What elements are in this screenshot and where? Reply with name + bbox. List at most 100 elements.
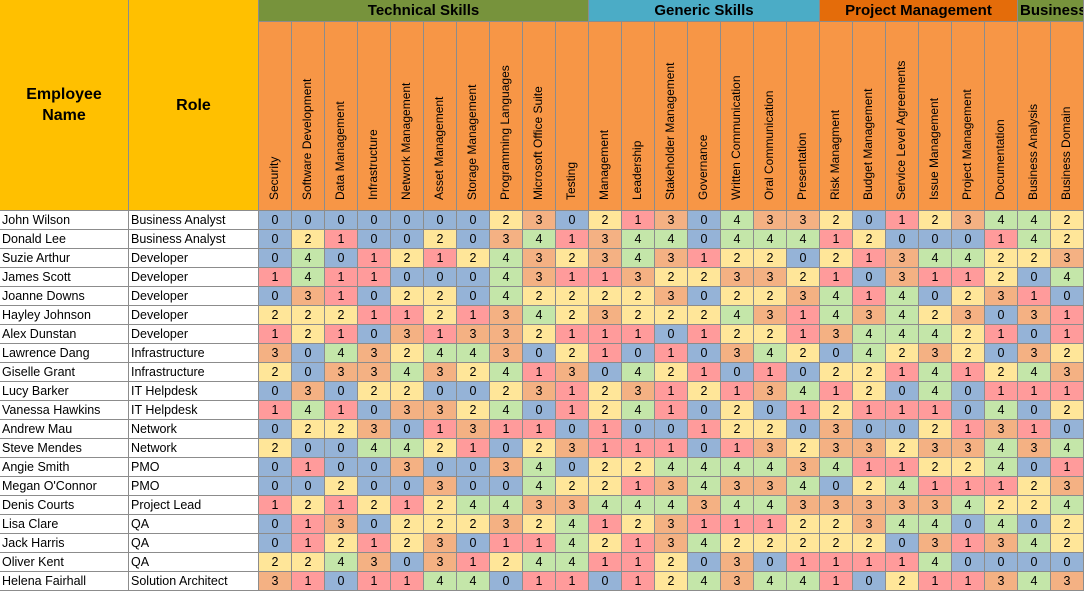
employee-name-cell[interactable]: Oliver Kent xyxy=(0,553,129,572)
skill-score-cell[interactable]: 3 xyxy=(787,211,820,230)
skill-column-header[interactable]: Microsoft Office Suite xyxy=(523,22,556,211)
skill-score-cell[interactable]: 3 xyxy=(853,496,886,515)
skill-score-cell[interactable]: 1 xyxy=(424,420,457,439)
skill-score-cell[interactable]: 2 xyxy=(754,287,787,306)
skill-score-cell[interactable]: 1 xyxy=(325,287,358,306)
skill-score-cell[interactable]: 1 xyxy=(853,249,886,268)
skill-column-header[interactable]: Budget Management xyxy=(853,22,886,211)
skill-score-cell[interactable]: 0 xyxy=(391,553,424,572)
skill-column-header[interactable]: Storage Management xyxy=(457,22,490,211)
skill-score-cell[interactable]: 4 xyxy=(292,401,325,420)
skill-score-cell[interactable]: 3 xyxy=(1018,306,1051,325)
skill-score-cell[interactable]: 2 xyxy=(1051,534,1084,553)
skill-score-cell[interactable]: 4 xyxy=(457,344,490,363)
skill-score-cell[interactable]: 2 xyxy=(490,382,523,401)
skill-score-cell[interactable]: 0 xyxy=(589,572,622,591)
skill-score-cell[interactable]: 4 xyxy=(622,249,655,268)
skill-score-cell[interactable]: 2 xyxy=(259,439,292,458)
skill-score-cell[interactable]: 4 xyxy=(292,249,325,268)
skill-score-cell[interactable]: 4 xyxy=(919,363,952,382)
skill-score-cell[interactable]: 3 xyxy=(325,363,358,382)
skill-score-cell[interactable]: 0 xyxy=(259,287,292,306)
skill-score-cell[interactable]: 2 xyxy=(589,477,622,496)
skill-score-cell[interactable]: 1 xyxy=(853,401,886,420)
skill-score-cell[interactable]: 3 xyxy=(721,477,754,496)
skill-score-cell[interactable]: 0 xyxy=(292,363,325,382)
skill-score-cell[interactable]: 3 xyxy=(952,439,985,458)
role-header[interactable]: Role xyxy=(129,0,259,211)
skill-score-cell[interactable]: 2 xyxy=(523,325,556,344)
skill-score-cell[interactable]: 0 xyxy=(391,230,424,249)
skill-score-cell[interactable]: 2 xyxy=(457,515,490,534)
skill-score-cell[interactable]: 1 xyxy=(688,249,721,268)
skill-score-cell[interactable]: 1 xyxy=(952,420,985,439)
skill-score-cell[interactable]: 0 xyxy=(556,458,589,477)
skill-score-cell[interactable]: 0 xyxy=(985,553,1018,572)
skill-score-cell[interactable]: 3 xyxy=(292,287,325,306)
skill-score-cell[interactable]: 2 xyxy=(721,249,754,268)
skill-score-cell[interactable]: 4 xyxy=(1051,439,1084,458)
skill-score-cell[interactable]: 4 xyxy=(787,572,820,591)
skill-score-cell[interactable]: 0 xyxy=(424,268,457,287)
skill-score-cell[interactable]: 4 xyxy=(523,477,556,496)
skill-score-cell[interactable]: 2 xyxy=(820,249,853,268)
skill-score-cell[interactable]: 4 xyxy=(787,477,820,496)
skill-score-cell[interactable]: 3 xyxy=(754,211,787,230)
skill-score-cell[interactable]: 3 xyxy=(754,306,787,325)
skill-score-cell[interactable]: 0 xyxy=(424,211,457,230)
skill-score-cell[interactable]: 2 xyxy=(1051,211,1084,230)
role-cell[interactable]: PMO xyxy=(129,458,259,477)
skill-score-cell[interactable]: 0 xyxy=(490,477,523,496)
skill-column-header[interactable]: Service Level Agreements xyxy=(886,22,919,211)
skill-score-cell[interactable]: 1 xyxy=(358,268,391,287)
skill-score-cell[interactable]: 4 xyxy=(622,496,655,515)
skill-score-cell[interactable]: 0 xyxy=(688,439,721,458)
skill-score-cell[interactable]: 2 xyxy=(853,382,886,401)
skill-score-cell[interactable]: 0 xyxy=(457,534,490,553)
skill-score-cell[interactable]: 1 xyxy=(259,325,292,344)
skill-score-cell[interactable]: 3 xyxy=(721,344,754,363)
skill-score-cell[interactable]: 2 xyxy=(820,534,853,553)
employee-name-cell[interactable]: Alex Dunstan xyxy=(0,325,129,344)
skill-score-cell[interactable]: 1 xyxy=(886,401,919,420)
skill-score-cell[interactable]: 0 xyxy=(1018,268,1051,287)
skill-score-cell[interactable]: 3 xyxy=(721,268,754,287)
skill-column-header[interactable]: Network Management xyxy=(391,22,424,211)
skill-score-cell[interactable]: 4 xyxy=(457,572,490,591)
skill-score-cell[interactable]: 2 xyxy=(1051,515,1084,534)
skill-score-cell[interactable]: 0 xyxy=(325,382,358,401)
skill-score-cell[interactable]: 1 xyxy=(1051,325,1084,344)
skill-column-header[interactable]: Leadership xyxy=(622,22,655,211)
skill-score-cell[interactable]: 4 xyxy=(721,230,754,249)
skill-column-header[interactable]: Issue Management xyxy=(919,22,952,211)
skill-score-cell[interactable]: 0 xyxy=(985,344,1018,363)
skill-score-cell[interactable]: 0 xyxy=(358,458,391,477)
skill-score-cell[interactable]: 0 xyxy=(358,515,391,534)
skill-score-cell[interactable]: 4 xyxy=(820,306,853,325)
skill-score-cell[interactable]: 4 xyxy=(688,534,721,553)
skill-score-cell[interactable]: 4 xyxy=(853,344,886,363)
employee-name-cell[interactable]: Vanessa Hawkins xyxy=(0,401,129,420)
skill-score-cell[interactable]: 3 xyxy=(886,249,919,268)
skill-score-cell[interactable]: 2 xyxy=(589,401,622,420)
skill-score-cell[interactable]: 0 xyxy=(952,553,985,572)
skill-score-cell[interactable]: 2 xyxy=(655,268,688,287)
skill-score-cell[interactable]: 2 xyxy=(754,420,787,439)
skill-score-cell[interactable]: 0 xyxy=(259,477,292,496)
skill-score-cell[interactable]: 1 xyxy=(754,363,787,382)
skill-score-cell[interactable]: 3 xyxy=(985,534,1018,553)
employee-name-cell[interactable]: Giselle Grant xyxy=(0,363,129,382)
skill-score-cell[interactable]: 2 xyxy=(391,382,424,401)
skill-score-cell[interactable]: 4 xyxy=(457,496,490,515)
skill-score-cell[interactable]: 1 xyxy=(721,439,754,458)
skill-score-cell[interactable]: 3 xyxy=(1051,249,1084,268)
skill-score-cell[interactable]: 2 xyxy=(292,420,325,439)
skill-score-cell[interactable]: 3 xyxy=(490,515,523,534)
skill-score-cell[interactable]: 2 xyxy=(1051,401,1084,420)
skill-score-cell[interactable]: 3 xyxy=(853,515,886,534)
skill-score-cell[interactable]: 3 xyxy=(490,306,523,325)
skill-score-cell[interactable]: 4 xyxy=(1018,230,1051,249)
skill-score-cell[interactable]: 1 xyxy=(952,363,985,382)
skill-score-cell[interactable]: 4 xyxy=(589,496,622,515)
skill-score-cell[interactable]: 2 xyxy=(655,306,688,325)
